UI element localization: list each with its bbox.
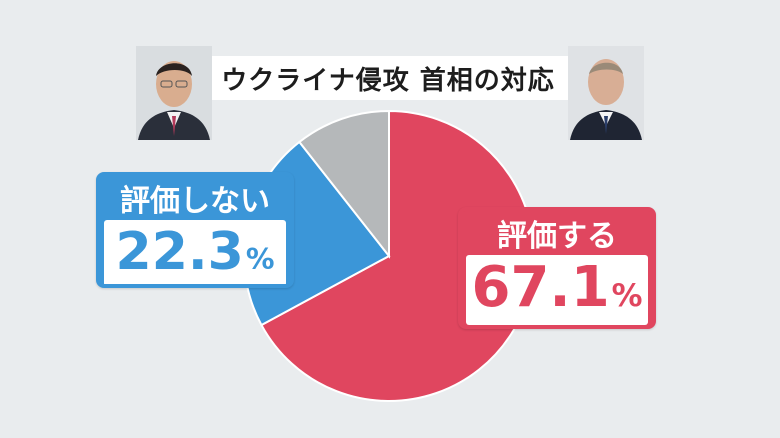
label-not-evaluate-unit: %: [245, 242, 275, 276]
label-not-evaluate-number: 22.3: [115, 222, 244, 282]
pie-slice-other: [298, 109, 390, 259]
portrait-right: [568, 46, 644, 140]
person-portrait-right: [568, 46, 644, 140]
label-evaluate-heading: 評価する: [497, 219, 617, 254]
label-not-evaluate: 評価しない 22.3%: [96, 172, 294, 288]
portrait-left: [136, 46, 212, 140]
label-evaluate-unit: %: [611, 278, 643, 314]
chart-title: ウクライナ侵攻 首相の対応: [221, 65, 555, 96]
person-portrait-left: [136, 46, 212, 140]
label-evaluate-number: 67.1: [471, 255, 610, 320]
label-not-evaluate-heading: 評価しない: [120, 184, 270, 219]
label-evaluate: 評価する 67.1%: [458, 207, 656, 329]
label-not-evaluate-value: 22.3%: [104, 220, 286, 284]
label-evaluate-value: 67.1%: [466, 255, 648, 325]
title-bar: ウクライナ侵攻 首相の対応: [188, 56, 588, 100]
